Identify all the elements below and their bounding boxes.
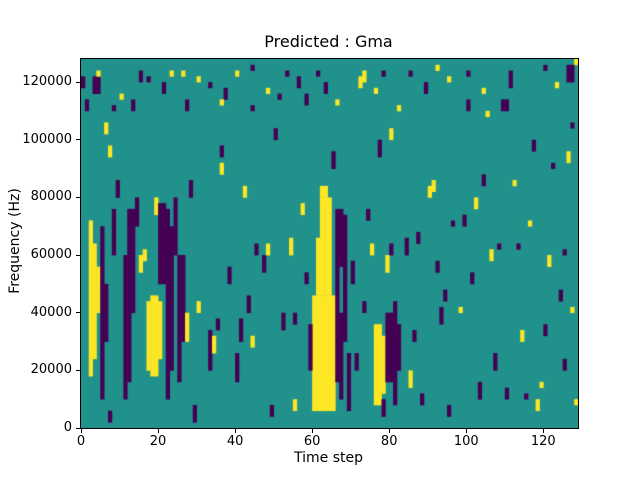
y-tick-mark (76, 312, 80, 314)
y-tick-label: 20000 (30, 362, 72, 378)
x-tick-label: 100 (453, 434, 479, 449)
y-tick-label: 120000 (22, 74, 72, 90)
plot-area (80, 58, 579, 429)
x-tick-mark (80, 429, 82, 433)
y-tick-label: 80000 (30, 189, 72, 205)
y-tick-label: 100000 (22, 131, 72, 147)
y-tick-mark (76, 81, 80, 83)
x-tick-label: 0 (76, 434, 86, 449)
y-tick-mark (76, 196, 80, 198)
heatmap-canvas (81, 59, 578, 428)
y-tick-mark (76, 369, 80, 371)
chart-title: Predicted : Gma (264, 32, 393, 51)
y-tick-mark (76, 139, 80, 141)
y-tick-label: 0 (63, 420, 72, 435)
x-tick-label: 120 (530, 434, 556, 449)
y-tick-label: 60000 (30, 247, 72, 263)
x-tick-label: 80 (380, 434, 398, 449)
y-tick-mark (76, 254, 80, 256)
x-axis-label: Time step (294, 450, 363, 466)
x-tick-mark (542, 429, 544, 433)
x-tick-mark (234, 429, 236, 433)
y-tick-label: 40000 (30, 304, 72, 320)
x-tick-mark (311, 429, 313, 433)
x-tick-mark (465, 429, 467, 433)
x-tick-mark (157, 429, 159, 433)
x-tick-label: 60 (303, 434, 321, 449)
x-tick-mark (388, 429, 390, 433)
x-tick-label: 40 (226, 434, 244, 449)
y-tick-mark (76, 427, 80, 429)
x-tick-label: 20 (149, 434, 167, 449)
